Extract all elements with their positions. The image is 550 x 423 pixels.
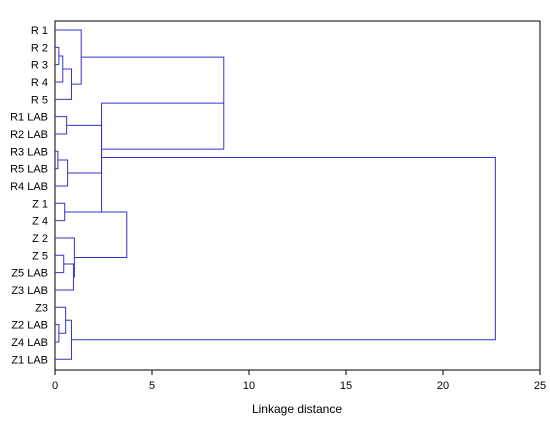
plot-frame bbox=[54, 20, 541, 371]
leaf-label-z5-lab: Z5 LAB bbox=[11, 268, 48, 280]
leaf-label-z4-lab: Z4 LAB bbox=[11, 337, 48, 349]
link-merge-1 bbox=[55, 46, 60, 66]
leaf-label-r-5: R 5 bbox=[31, 94, 48, 106]
leaf-label-r1-lab: R1 LAB bbox=[10, 112, 48, 124]
link-merge-10 bbox=[55, 202, 66, 222]
link-merge-16 bbox=[55, 319, 72, 360]
x-tick-label-20: 20 bbox=[437, 380, 449, 392]
x-tick-label-5: 5 bbox=[149, 380, 155, 392]
leaf-labels: R 1 R 2 R 3 R 4 R 5 R1 LAB R2 LAB R3 LAB R5 LAB R… bbox=[10, 25, 48, 366]
leaf-label-z-4: Z 4 bbox=[32, 216, 48, 228]
leaf-label-r-4: R 4 bbox=[31, 77, 48, 89]
leaf-label-r-2: R 2 bbox=[31, 42, 48, 54]
leaf-label-r3-lab: R3 LAB bbox=[10, 146, 48, 158]
x-tick-label-25: 25 bbox=[534, 380, 546, 392]
x-axis-title: Linkage distance bbox=[252, 402, 342, 416]
leaf-label-r5-lab: R5 LAB bbox=[10, 164, 48, 176]
leaf-label-r4-lab: R4 LAB bbox=[10, 181, 48, 193]
leaf-label-z-5: Z 5 bbox=[32, 250, 48, 262]
leaf-label-r-1: R 1 bbox=[31, 25, 48, 37]
leaf-label-z-2: Z 2 bbox=[32, 233, 48, 245]
x-tick-label-15: 15 bbox=[340, 380, 352, 392]
link-merge-13 bbox=[55, 237, 75, 278]
link-merge-19 bbox=[71, 157, 496, 341]
link-merge-8 bbox=[66, 124, 103, 174]
link-merge-7 bbox=[55, 159, 69, 187]
leaf-label-r-3: R 3 bbox=[31, 60, 48, 72]
leaf-label-z-1: Z 1 bbox=[32, 198, 48, 210]
link-merge-15 bbox=[55, 306, 67, 334]
dendrogram-links bbox=[55, 29, 496, 360]
leaf-label-z3-lab: Z3 LAB bbox=[11, 285, 48, 297]
link-merge-18 bbox=[64, 211, 128, 258]
x-axis-ticks: 0 5 10 15 20 25 bbox=[52, 370, 546, 392]
leaf-label-z1-lab: Z1 LAB bbox=[11, 354, 48, 366]
x-tick-label-0: 0 bbox=[52, 380, 58, 392]
link-merge-5 bbox=[55, 116, 68, 135]
link-merge-14 bbox=[55, 324, 60, 343]
leaf-label-z2-lab: Z2 LAB bbox=[11, 320, 48, 332]
leaf-label-z3: Z3 bbox=[35, 302, 48, 314]
link-merge-11 bbox=[55, 254, 65, 274]
x-tick-label-10: 10 bbox=[243, 380, 255, 392]
leaf-label-r2-lab: R2 LAB bbox=[10, 129, 48, 141]
